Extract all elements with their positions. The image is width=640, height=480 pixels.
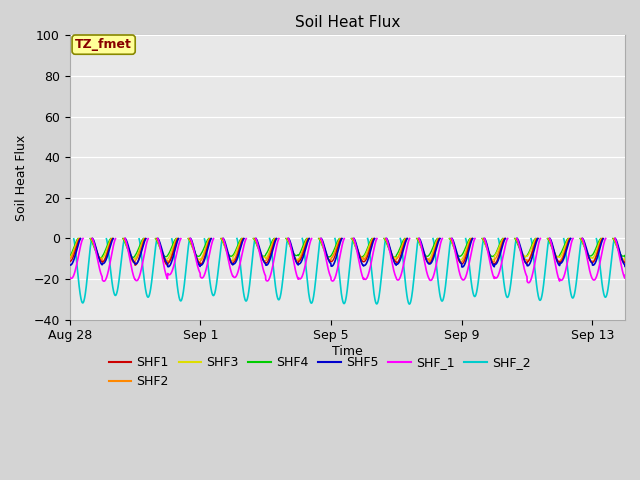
Text: TZ_fmet: TZ_fmet bbox=[76, 38, 132, 51]
SHF2 bbox=[233, 252, 241, 257]
SHF_2 bbox=[109, 287, 117, 293]
Legend: SHF1, SHF2, SHF3, SHF4, SHF5, SHF_1, SHF_2: SHF1, SHF2, SHF3, SHF4, SHF5, SHF_1, SHF… bbox=[104, 351, 536, 393]
SHF_1 bbox=[109, 242, 117, 248]
Title: Soil Heat Flux: Soil Heat Flux bbox=[294, 15, 400, 30]
SHF2 bbox=[186, 236, 193, 242]
SHF3 bbox=[233, 247, 241, 253]
Line: SHF5: SHF5 bbox=[70, 239, 625, 267]
Line: SHF2: SHF2 bbox=[70, 239, 625, 263]
Line: SHF_2: SHF_2 bbox=[74, 239, 614, 304]
SHF_2 bbox=[179, 295, 186, 301]
SHF5 bbox=[66, 262, 74, 268]
SHF3 bbox=[621, 255, 629, 261]
SHF2 bbox=[66, 256, 74, 262]
SHF4 bbox=[186, 238, 193, 244]
SHF_2 bbox=[371, 296, 379, 302]
Line: SHF4: SHF4 bbox=[70, 239, 625, 258]
Y-axis label: Soil Heat Flux: Soil Heat Flux bbox=[15, 134, 28, 221]
SHF1 bbox=[66, 259, 74, 264]
SHF3 bbox=[66, 255, 74, 261]
SHF_2 bbox=[504, 294, 511, 300]
SHF_1 bbox=[504, 236, 511, 241]
SHF1 bbox=[233, 254, 241, 260]
SHF_2 bbox=[186, 237, 193, 242]
SHF4 bbox=[233, 245, 241, 251]
SHF3 bbox=[186, 237, 193, 243]
SHF4 bbox=[66, 254, 74, 260]
SHF_1 bbox=[371, 241, 379, 247]
SHF5 bbox=[621, 264, 629, 269]
SHF_1 bbox=[66, 274, 74, 280]
SHF1 bbox=[621, 260, 629, 265]
Line: SHF_1: SHF_1 bbox=[70, 239, 625, 283]
SHF_1 bbox=[233, 273, 241, 278]
SHF5 bbox=[233, 257, 241, 263]
Line: SHF1: SHF1 bbox=[70, 239, 625, 265]
X-axis label: Time: Time bbox=[332, 345, 363, 358]
Line: SHF3: SHF3 bbox=[70, 239, 625, 261]
SHF_1 bbox=[621, 272, 629, 278]
SHF2 bbox=[621, 257, 629, 263]
SHF4 bbox=[621, 254, 629, 260]
